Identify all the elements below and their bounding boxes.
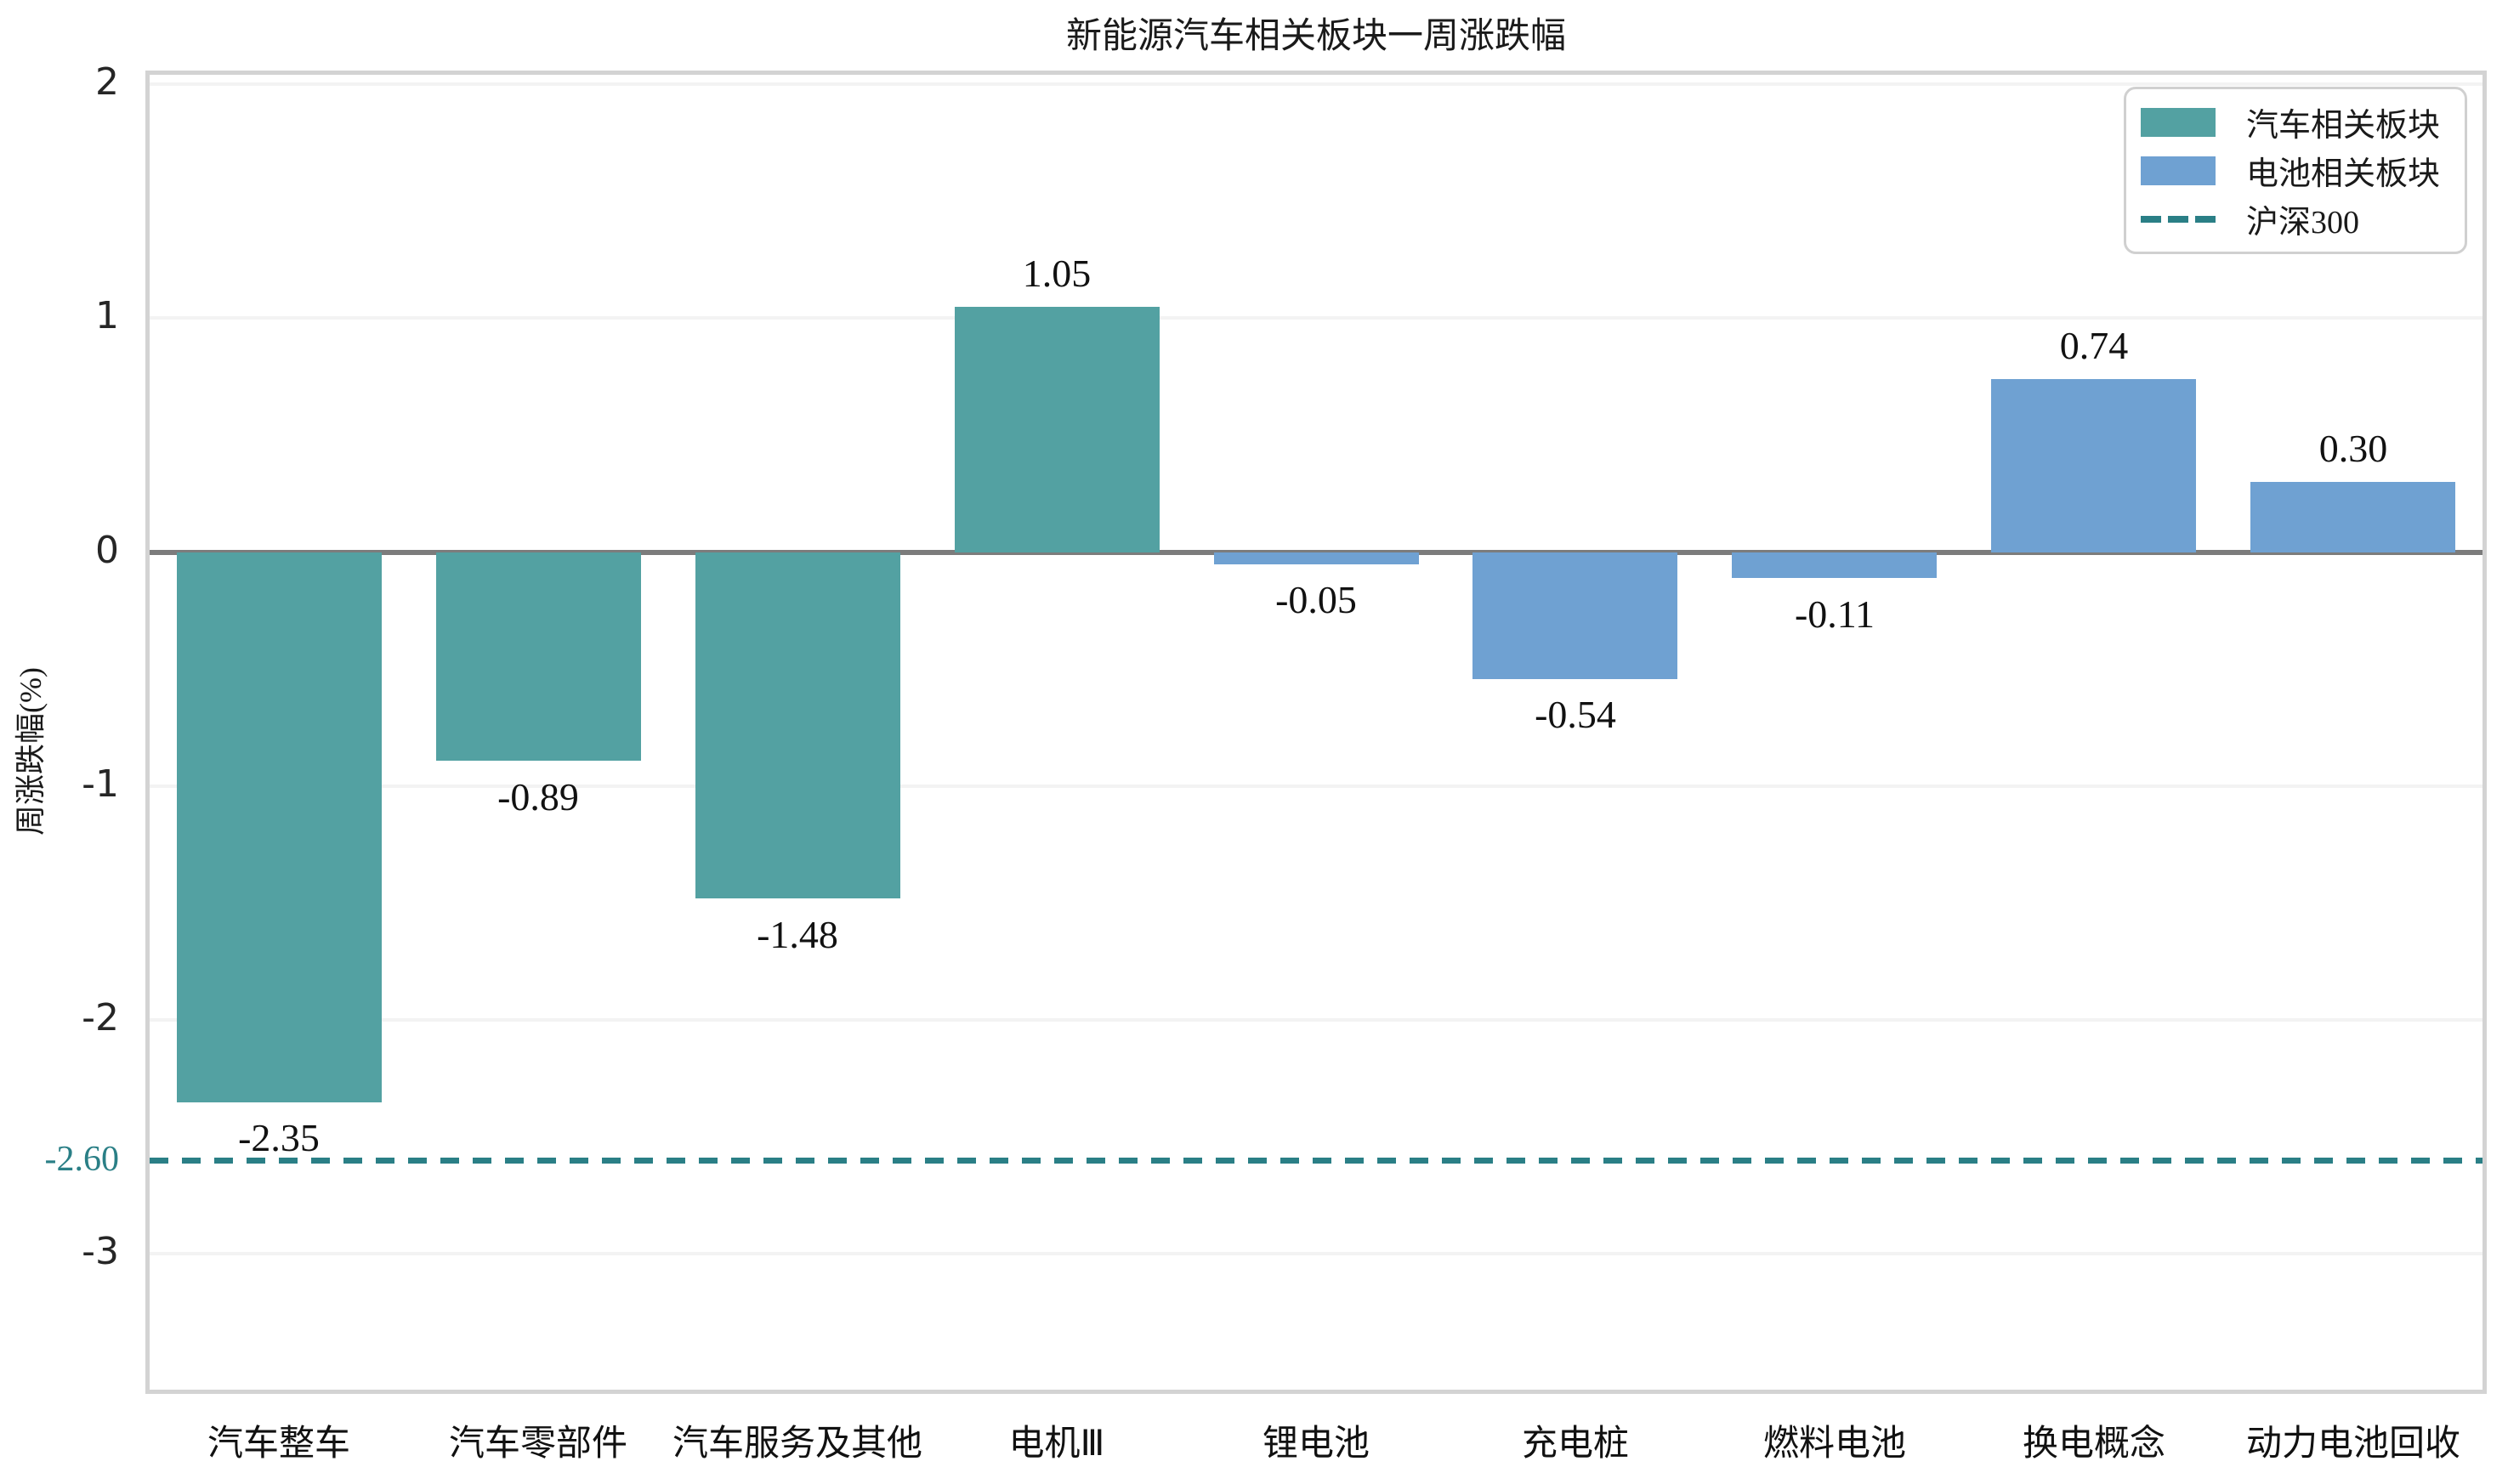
legend-entry: 电池相关板块 [2126, 149, 2465, 193]
bar-value-label: -0.54 [1535, 693, 1616, 736]
gridline [150, 316, 2482, 320]
x-category-label: 电机Ⅲ [1008, 1425, 1105, 1464]
legend-dash-segment [2168, 215, 2188, 223]
gridline [150, 1252, 2482, 1256]
x-category-label: 动力电池回收 [2245, 1425, 2460, 1464]
bar-value-label: -0.11 [1794, 592, 1875, 636]
reference-line-hs300 [150, 1158, 2482, 1164]
legend-entry-label: 汽车相关板块 [2246, 108, 2441, 144]
legend-dash-segment [2141, 215, 2161, 223]
bar [1732, 552, 1937, 578]
bar [695, 552, 900, 898]
x-category-label: 汽车服务及其他 [672, 1425, 922, 1464]
x-category-label: 充电桩 [1521, 1425, 1629, 1464]
bar [1214, 552, 1419, 564]
y-tick-label: -2 [82, 996, 119, 1039]
bar-value-label: -0.05 [1275, 578, 1357, 621]
bar-value-label: -2.35 [238, 1116, 320, 1159]
plot-area: -2.35 -0.89 -1.48 1.05 -0.05 -0.54 -0.11 0.74 0.… [145, 71, 2487, 1394]
legend-swatch-auto [2141, 107, 2216, 137]
y-tick-label: 1 [95, 294, 119, 337]
bar [177, 552, 382, 1102]
x-category-label: 燃料电池 [1762, 1425, 1906, 1464]
legend-entry-label: 沪深300 [2246, 205, 2360, 241]
bar [2250, 482, 2455, 552]
bar [436, 552, 641, 761]
bar-value-label: 0.30 [2318, 427, 2388, 470]
bar-value-label: 1.05 [1022, 252, 1092, 295]
y-axis-title: 周涨跌幅(%) [14, 667, 48, 835]
zero-line [150, 549, 2482, 555]
bar [1472, 552, 1677, 679]
legend-swatch-battery [2141, 156, 2216, 185]
gridline [150, 82, 2482, 86]
y-tick-label: 2 [95, 60, 119, 104]
legend-dashed-line-swatch [2141, 215, 2216, 223]
legend-entry-label: 电池相关板块 [2246, 156, 2441, 192]
bar-value-label: -1.48 [757, 913, 838, 956]
legend-entry: 沪深300 [2126, 197, 2465, 241]
x-category-label: 汽车零部件 [448, 1425, 627, 1464]
x-category-label: 锂电池 [1262, 1425, 1370, 1464]
legend-entry: 汽车相关板块 [2126, 100, 2465, 144]
chart-title: 新能源汽车相关板块一周涨跌幅 [1065, 17, 1566, 56]
y-tick-label: -1 [82, 762, 119, 806]
y-tick-label: 0 [95, 529, 119, 572]
legend-dash-segment [2195, 215, 2216, 223]
legend: 汽车相关板块 电池相关板块 沪深300 [2124, 87, 2467, 254]
x-category-label: 汽车整车 [207, 1425, 350, 1464]
bar [955, 307, 1160, 552]
gridline [150, 784, 2482, 788]
reference-tick-label: -2.60 [44, 1140, 120, 1179]
bar-value-label: 0.74 [2059, 324, 2129, 367]
x-category-label: 换电概念 [2022, 1425, 2165, 1464]
y-tick-label: -3 [82, 1230, 119, 1273]
bar-value-label: -0.89 [497, 775, 579, 818]
gridline [150, 1018, 2482, 1022]
bar [1991, 379, 2196, 552]
